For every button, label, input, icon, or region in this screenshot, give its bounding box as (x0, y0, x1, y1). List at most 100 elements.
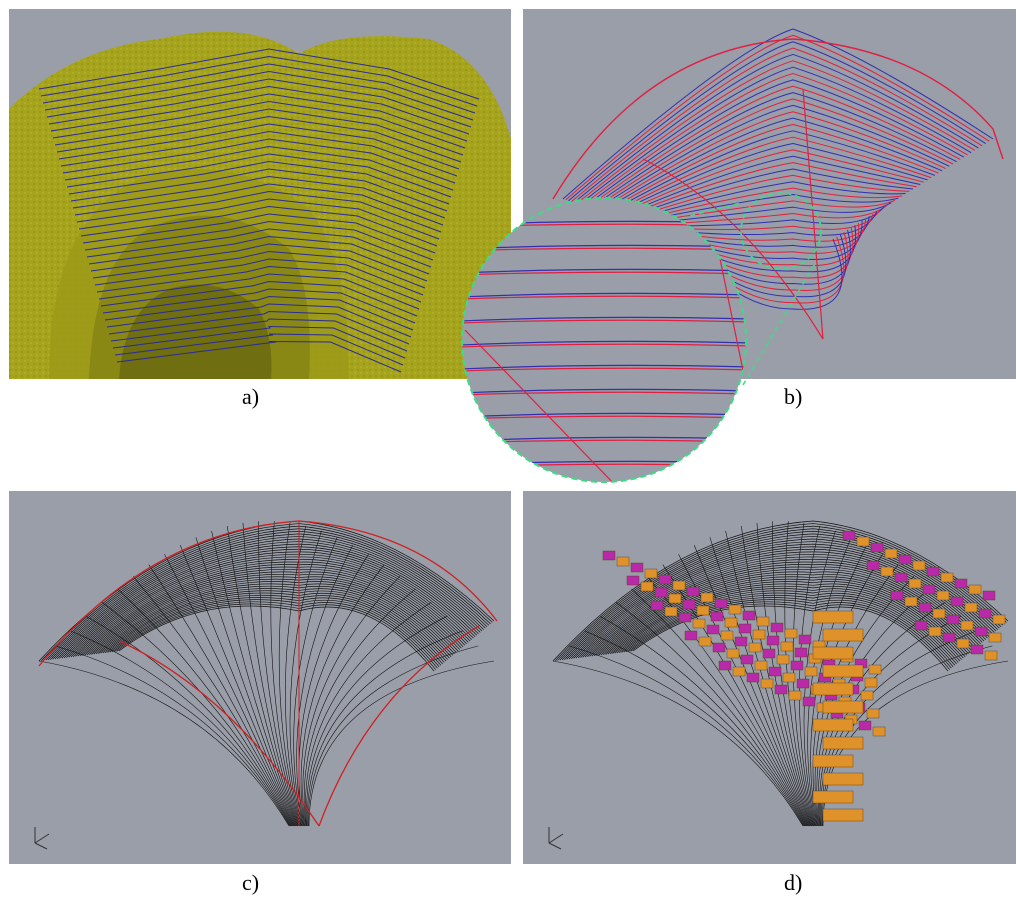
blocks-render (548, 520, 1009, 850)
block (724, 617, 738, 628)
zoom-source-circle (740, 192, 822, 270)
block (858, 720, 872, 731)
section-curve (108, 310, 410, 345)
block (650, 600, 664, 611)
vault-curve (644, 206, 885, 227)
section-curve (70, 168, 448, 212)
section-curve (58, 123, 460, 170)
vault-curve (600, 117, 943, 213)
mesh-line (296, 544, 354, 827)
mesh-line (305, 601, 432, 827)
block (908, 578, 922, 589)
zoom-fitted-line (462, 271, 746, 276)
caption-d: d) (784, 870, 803, 895)
block (684, 630, 698, 641)
mesh-line (289, 530, 322, 827)
block (956, 638, 970, 649)
mesh-line (300, 564, 385, 827)
block (626, 575, 640, 586)
panel-c-mesh (9, 491, 511, 864)
mesh-line (117, 588, 293, 827)
vault-curve (611, 143, 928, 216)
mesh-line (303, 588, 416, 827)
block (822, 808, 864, 822)
mesh-line (619, 592, 959, 663)
block (788, 690, 802, 701)
vault-curve (631, 187, 903, 223)
mesh-line (566, 536, 998, 660)
axis-gizmo (34, 827, 50, 850)
block (794, 647, 808, 658)
block (696, 605, 710, 616)
section-curve (116, 341, 402, 373)
block (738, 623, 752, 634)
block (812, 682, 854, 696)
vault-curve (628, 181, 906, 222)
vault-curve (595, 104, 950, 211)
mesh-line (270, 521, 300, 827)
section-curve (74, 183, 444, 226)
block (780, 641, 794, 652)
section-curve (110, 318, 408, 352)
mesh-line (293, 537, 338, 827)
block (784, 628, 798, 639)
block (964, 602, 978, 613)
mesh-line (607, 581, 968, 656)
block (904, 596, 918, 607)
block (812, 610, 854, 624)
vault-curve (606, 130, 935, 214)
vault-curve (570, 47, 983, 203)
caption-a: a) (242, 384, 260, 409)
section-curve (56, 115, 462, 163)
block (872, 726, 886, 737)
block (942, 632, 956, 643)
block (974, 626, 988, 637)
block (960, 620, 974, 631)
zoom-section-line (462, 364, 746, 370)
block (668, 593, 682, 604)
mesh-line (784, 521, 814, 827)
mesh-line (568, 645, 804, 827)
section-curve (72, 175, 446, 219)
block (762, 648, 776, 659)
block (644, 568, 658, 579)
vault-curve (598, 111, 946, 212)
mesh-line (45, 528, 490, 661)
panel-d-blocks (523, 491, 1016, 864)
zoom-fitted-line (462, 319, 746, 324)
zoom-fitted-line (462, 367, 746, 372)
zoom-section-line (462, 412, 746, 418)
mesh-render (34, 520, 498, 850)
block (682, 599, 696, 610)
vault-curve (573, 53, 979, 204)
mesh-line (47, 530, 488, 661)
block (822, 628, 864, 642)
vault-curve (639, 202, 892, 225)
section-curves (38, 48, 480, 373)
zoom-section-line (462, 340, 746, 346)
section-curve (96, 265, 422, 303)
block (866, 560, 880, 571)
section-curve (94, 258, 424, 296)
block (822, 736, 864, 750)
zoom-fitted-line (462, 391, 746, 396)
mesh-line (693, 545, 810, 827)
block (774, 684, 788, 695)
block (954, 578, 968, 589)
mesh-line (584, 630, 805, 827)
block (978, 608, 992, 619)
section-curve (44, 70, 474, 121)
vault-curve (633, 193, 899, 224)
mesh-line (596, 569, 976, 656)
section-curve (38, 48, 480, 100)
block (984, 650, 998, 661)
block (870, 542, 884, 553)
mesh-line (623, 597, 956, 666)
block (630, 562, 644, 573)
block (742, 610, 756, 621)
block (640, 581, 654, 592)
block (740, 654, 754, 665)
block (754, 660, 768, 671)
mesh-line (308, 645, 479, 827)
zoom-circle (461, 197, 747, 483)
